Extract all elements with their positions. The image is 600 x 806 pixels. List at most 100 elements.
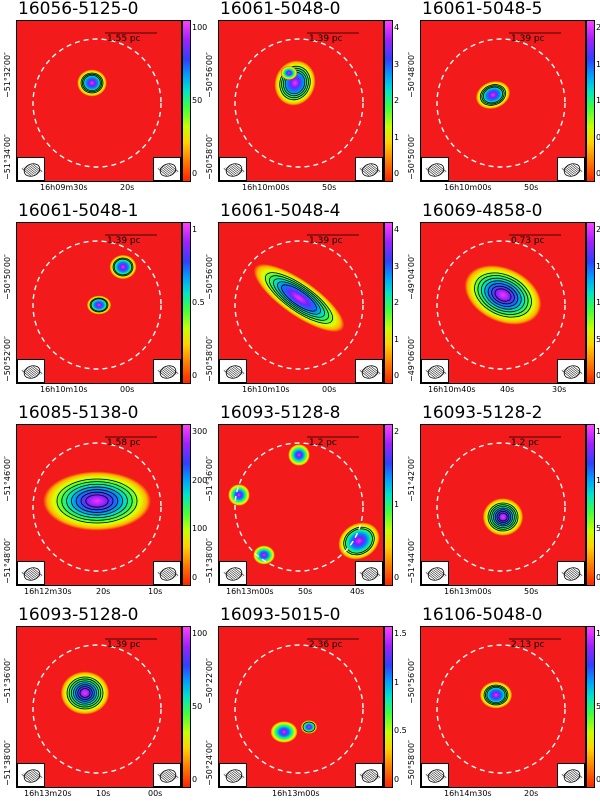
left-beam-icon xyxy=(421,157,449,181)
y-tick-label: −50°52′00″ xyxy=(3,335,12,382)
y-tick-label: −51°44′00″ xyxy=(407,537,416,584)
x-tick-label: 16h09m30s xyxy=(40,183,88,192)
map-panel: 16093-5015-0 2.36 pc 1.5 1 0.5 0 −50°22′00″ −50… xyxy=(202,605,407,806)
x-tick-label: 00s xyxy=(148,789,163,798)
map-panel: 16069-4858-0 0.73 pc 20 15 10 5 0 −49°04′00″ −49… xyxy=(404,201,600,402)
map-image: 2.36 pc xyxy=(218,626,384,788)
left-beam-icon xyxy=(219,157,247,181)
colorbar-tick-label: 10 xyxy=(596,298,600,307)
y-tick-label: −49°04′00″ xyxy=(407,253,416,300)
colorbar xyxy=(586,424,595,586)
x-tick-label: 50s xyxy=(524,587,539,596)
colorbar-tick-label: 50 xyxy=(192,702,203,711)
colorbar xyxy=(586,222,595,384)
x-tick-label: 16h12m30s xyxy=(24,587,72,596)
colorbar-tick-label: 0 xyxy=(394,169,400,178)
colorbar-tick-label: 1.5 xyxy=(394,629,407,638)
right-beam-icon xyxy=(557,763,585,787)
colorbar-tick-label: 0 xyxy=(596,169,600,178)
map-panel: 16106-5048-0 2.13 pc 10 5 0 −50°56′00″ −50°58′… xyxy=(404,605,600,806)
right-beam-icon xyxy=(557,359,585,383)
colorbar-tick-label: 5 xyxy=(596,702,600,711)
colorbar-tick-label: 0.5 xyxy=(394,726,407,736)
y-tick-label: −51°36′00″ xyxy=(205,455,214,502)
y-tick-label: −50°56′00″ xyxy=(407,657,416,704)
x-tick-label: 20s xyxy=(524,789,539,798)
colorbar-tick-label: 0 xyxy=(596,573,600,582)
x-tick-label: 00s xyxy=(322,385,337,394)
colorbar-tick-label: 1 xyxy=(394,132,400,142)
colorbar-tick-label: 2 xyxy=(394,298,400,307)
panel-title: 16106-5048-0 xyxy=(422,605,543,625)
colorbar-tick-label: 50 xyxy=(596,524,600,534)
y-tick-label: −51°42′00″ xyxy=(407,455,416,502)
map-image: 1.55 pc xyxy=(16,20,182,182)
x-tick-label: 16h10m40s xyxy=(428,385,476,394)
left-beam-icon xyxy=(421,359,449,383)
colorbar-tick-label: 2 xyxy=(394,427,400,436)
map-panel: 16093-5128-8 1.2 pc 2 1 0 −51°36′00″ −51°38′00… xyxy=(202,403,404,604)
map-image: 1.2 pc xyxy=(218,424,384,586)
colorbar-tick-label: 0 xyxy=(192,371,198,380)
colorbar xyxy=(182,222,191,384)
y-tick-label: −51°32′00″ xyxy=(3,51,12,98)
y-tick-label: −51°36′00″ xyxy=(3,657,12,704)
colorbar-tick-label: 1 xyxy=(192,225,198,234)
panel-title: 16061-5048-5 xyxy=(422,0,543,19)
colorbar-tick-label: 4 xyxy=(394,23,400,32)
x-tick-label: 16h13m00s xyxy=(272,789,320,798)
x-tick-label: 10s xyxy=(96,789,111,798)
map-panel: 16061-5048-1 1.39 pc 1 0.5 0 −50°50′00″ −50°52… xyxy=(0,201,205,402)
map-image: 1.2 pc xyxy=(420,424,586,586)
colorbar-tick-label: 100 xyxy=(192,23,208,32)
map-image: 0.73 pc xyxy=(420,222,586,384)
y-tick-label: −51°34′00″ xyxy=(3,133,12,180)
colorbar-tick-label: 100 xyxy=(596,475,600,485)
right-beam-icon xyxy=(153,359,181,383)
scale-bar-label: 1.58 pc xyxy=(107,438,141,448)
colorbar-tick-label: 1.5 xyxy=(596,59,600,69)
map-image: 1.39 pc xyxy=(218,222,384,384)
colorbar xyxy=(384,626,393,788)
colorbar-tick-label: 1 xyxy=(394,334,400,344)
map-image: 1.39 pc xyxy=(218,20,384,182)
right-beam-icon xyxy=(355,359,383,383)
left-beam-icon xyxy=(17,359,45,383)
colorbar-tick-label: 300 xyxy=(192,427,208,436)
colorbar-tick-label: 1 xyxy=(394,677,400,687)
colorbar-tick-label: 0 xyxy=(596,371,600,380)
colorbar xyxy=(586,20,595,182)
colorbar-tick-label: 0.5 xyxy=(192,298,205,307)
colorbar-tick-label: 0 xyxy=(192,169,198,178)
panel-title: 16085-5138-0 xyxy=(18,403,139,423)
x-tick-label: 30s xyxy=(552,385,567,394)
x-tick-label: 50s xyxy=(524,183,539,192)
panel-title: 16056-5125-0 xyxy=(18,0,139,19)
colorbar-tick-label: 0 xyxy=(394,573,400,582)
colorbar xyxy=(586,626,595,788)
map-image: 2.13 pc xyxy=(420,626,586,788)
left-beam-icon xyxy=(17,763,45,787)
x-tick-label: 16h10m10s xyxy=(40,385,88,394)
colorbar-tick-label: 0.5 xyxy=(596,132,600,142)
colorbar xyxy=(182,424,191,586)
colorbar-tick-label: 0 xyxy=(394,775,400,784)
scale-bar-label: 1.39 pc xyxy=(309,236,343,246)
colorbar-tick-label: 20 xyxy=(596,225,600,234)
scale-bar-label: 2.36 pc xyxy=(309,640,343,650)
left-beam-icon xyxy=(17,157,45,181)
panel-title: 16061-5048-1 xyxy=(18,201,139,221)
colorbar xyxy=(384,424,393,586)
colorbar-tick-label: 100 xyxy=(192,629,208,638)
y-tick-label: −50°24′00″ xyxy=(205,739,214,786)
scale-bar-label: 0.73 pc xyxy=(511,236,545,246)
panel-title: 16061-5048-0 xyxy=(220,0,341,19)
colorbar-tick-label: 2 xyxy=(394,96,400,105)
map-panel: 16085-5138-0 1.58 pc 300 200 100 0 −51°46′00″ −… xyxy=(0,403,207,604)
x-tick-label: 00s xyxy=(120,385,135,394)
y-tick-label: −50°56′00″ xyxy=(205,253,214,300)
panel-title: 16093-5015-0 xyxy=(220,605,341,625)
colorbar-tick-label: 0 xyxy=(192,573,198,582)
colorbar-tick-label: 4 xyxy=(394,225,400,234)
y-tick-label: −50°48′00″ xyxy=(407,51,416,98)
